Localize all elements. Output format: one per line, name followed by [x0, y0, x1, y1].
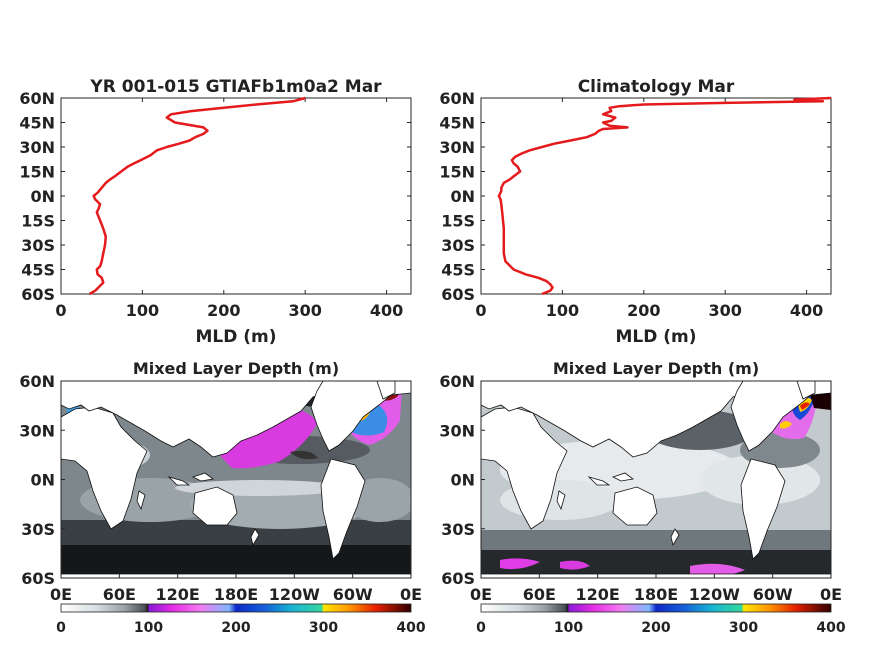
x-tick-label: 100 — [126, 301, 159, 320]
panel-3-y-ticks: 60N 30N 0N 30S 60S — [19, 372, 65, 588]
panel-2-axes — [480, 97, 832, 295]
x-tick-label: 0E — [470, 585, 492, 604]
profile-panel-model: YR 001-015 GTIAFb1m0a2 Mar 60N45N30N15N0… — [19, 77, 412, 347]
y-tick-label: 30N — [439, 138, 475, 157]
colorbar-tick-label: 200 — [641, 620, 670, 636]
colorbar-tick-label: 300 — [309, 620, 338, 636]
panel-2-x-ticks: 0 100 200 300 400 — [475, 98, 823, 320]
panel-1-title: YR 001-015 GTIAFb1m0a2 Mar — [89, 77, 382, 97]
x-tick-label: 60E — [103, 585, 136, 604]
colorbar-tick-label: 100 — [554, 620, 583, 636]
x-tick-label: 400 — [370, 301, 403, 320]
y-tick-label: 30S — [441, 520, 475, 539]
y-tick-label: 15S — [441, 212, 475, 231]
colorbar-tick-label: 400 — [396, 620, 425, 636]
panel-1-xlabel: MLD (m) — [195, 327, 276, 347]
y-tick-label: 30S — [441, 236, 475, 255]
x-tick-label: 0E — [50, 585, 72, 604]
x-tick-label: 180E — [214, 585, 258, 604]
x-tick-label: 0 — [475, 301, 486, 320]
panel-2-y-ticks: 60N 45N 30N 15N 0N 15S 30S 45S 60S — [439, 89, 831, 304]
map-panel-climatology: Mixed Layer Depth (m) — [439, 359, 846, 636]
y-tick-label: 15S — [21, 212, 55, 231]
y-tick-label: 60N — [19, 89, 55, 108]
y-tick-label: 60N — [19, 372, 55, 391]
colorbar-tick-label: 0 — [476, 620, 486, 636]
y-tick-label: 15N — [19, 163, 55, 182]
colorbar-tick-label: 300 — [729, 620, 758, 636]
panel-4-title: Mixed Layer Depth (m) — [553, 359, 759, 378]
panel-4-x-ticks: 0E 60E 120E 180E 120W 60W 0E — [470, 574, 842, 604]
x-tick-label: 0 — [55, 301, 66, 320]
x-tick-label: 300 — [708, 301, 741, 320]
x-tick-label: 100 — [546, 301, 579, 320]
x-tick-label: 200 — [207, 301, 240, 320]
panel-2-profile-line — [497, 96, 832, 296]
panel-2-title: Climatology Mar — [578, 77, 735, 97]
y-tick-label: 0N — [450, 187, 475, 206]
profile-panel-climatology: Climatology Mar 60N45N30N15N0N15S30S45S6… — [439, 77, 832, 347]
panel-3-colorbar-ticks: 0 100 200 300 400 — [56, 620, 426, 636]
y-tick-label: 45S — [21, 261, 55, 280]
panel-4-colorbar — [480, 603, 832, 613]
y-tick-label: 60S — [21, 285, 55, 304]
x-tick-label: 300 — [288, 301, 321, 320]
panel-4-y-ticks: 60N 30N 0N 30S 60S — [439, 372, 485, 588]
x-tick-label: 120W — [269, 585, 320, 604]
y-tick-label: 60S — [441, 285, 475, 304]
y-tick-label: 30N — [19, 421, 55, 440]
colorbar-tick-label: 200 — [221, 620, 250, 636]
panel-1-x-ticks: 0 100 200 300 400 — [55, 98, 403, 320]
panel-3-x-ticks: 0E 60E 120E 180E 120W 60W 0E — [50, 574, 422, 604]
panel-4-colorbar-ticks: 0 100 200 300 400 — [476, 620, 846, 636]
colorbar-tick-label: 100 — [134, 620, 163, 636]
x-tick-label: 0E — [400, 585, 422, 604]
x-tick-label: 60W — [753, 585, 793, 604]
x-tick-label: 120W — [689, 585, 740, 604]
y-tick-label: 45N — [439, 114, 475, 133]
y-tick-label: 60S — [441, 569, 475, 588]
y-tick-label: 60N — [439, 372, 475, 391]
y-tick-label: 45N — [19, 114, 55, 133]
y-tick-label: 60N — [439, 89, 475, 108]
y-tick-label: 30N — [19, 138, 55, 157]
x-tick-label: 120E — [576, 585, 620, 604]
colorbar-tick-label: 0 — [56, 620, 66, 636]
y-tick-label: 0N — [450, 471, 475, 490]
map-panel-model: Mixed Layer Depth (m) — [19, 359, 426, 636]
panel-3-colorbar — [60, 603, 412, 613]
colorbar-tick-label: 400 — [816, 620, 845, 636]
y-tick-label: 15N — [439, 163, 475, 182]
y-tick-label: 30N — [439, 421, 475, 440]
x-tick-label: 60W — [333, 585, 373, 604]
panel-1-profile-line — [88, 96, 306, 296]
x-tick-label: 0E — [820, 585, 842, 604]
x-tick-label: 200 — [627, 301, 660, 320]
y-tick-label: 60S — [21, 569, 55, 588]
y-tick-label: 45S — [441, 261, 475, 280]
y-tick-label: 30S — [21, 520, 55, 539]
x-tick-label: 180E — [634, 585, 678, 604]
x-tick-label: 120E — [156, 585, 200, 604]
panel-1-y-ticks: 60N 45N 30N 15N 0N 15S 30S 45S 60S — [19, 89, 411, 304]
y-tick-label: 0N — [30, 471, 55, 490]
y-tick-label: 0N — [30, 187, 55, 206]
panel-2-xlabel: MLD (m) — [615, 327, 696, 347]
panel-1-axes — [60, 97, 412, 295]
x-tick-label: 60E — [523, 585, 556, 604]
y-tick-label: 30S — [21, 236, 55, 255]
x-tick-label: 400 — [790, 301, 823, 320]
panel-3-title: Mixed Layer Depth (m) — [133, 359, 339, 378]
